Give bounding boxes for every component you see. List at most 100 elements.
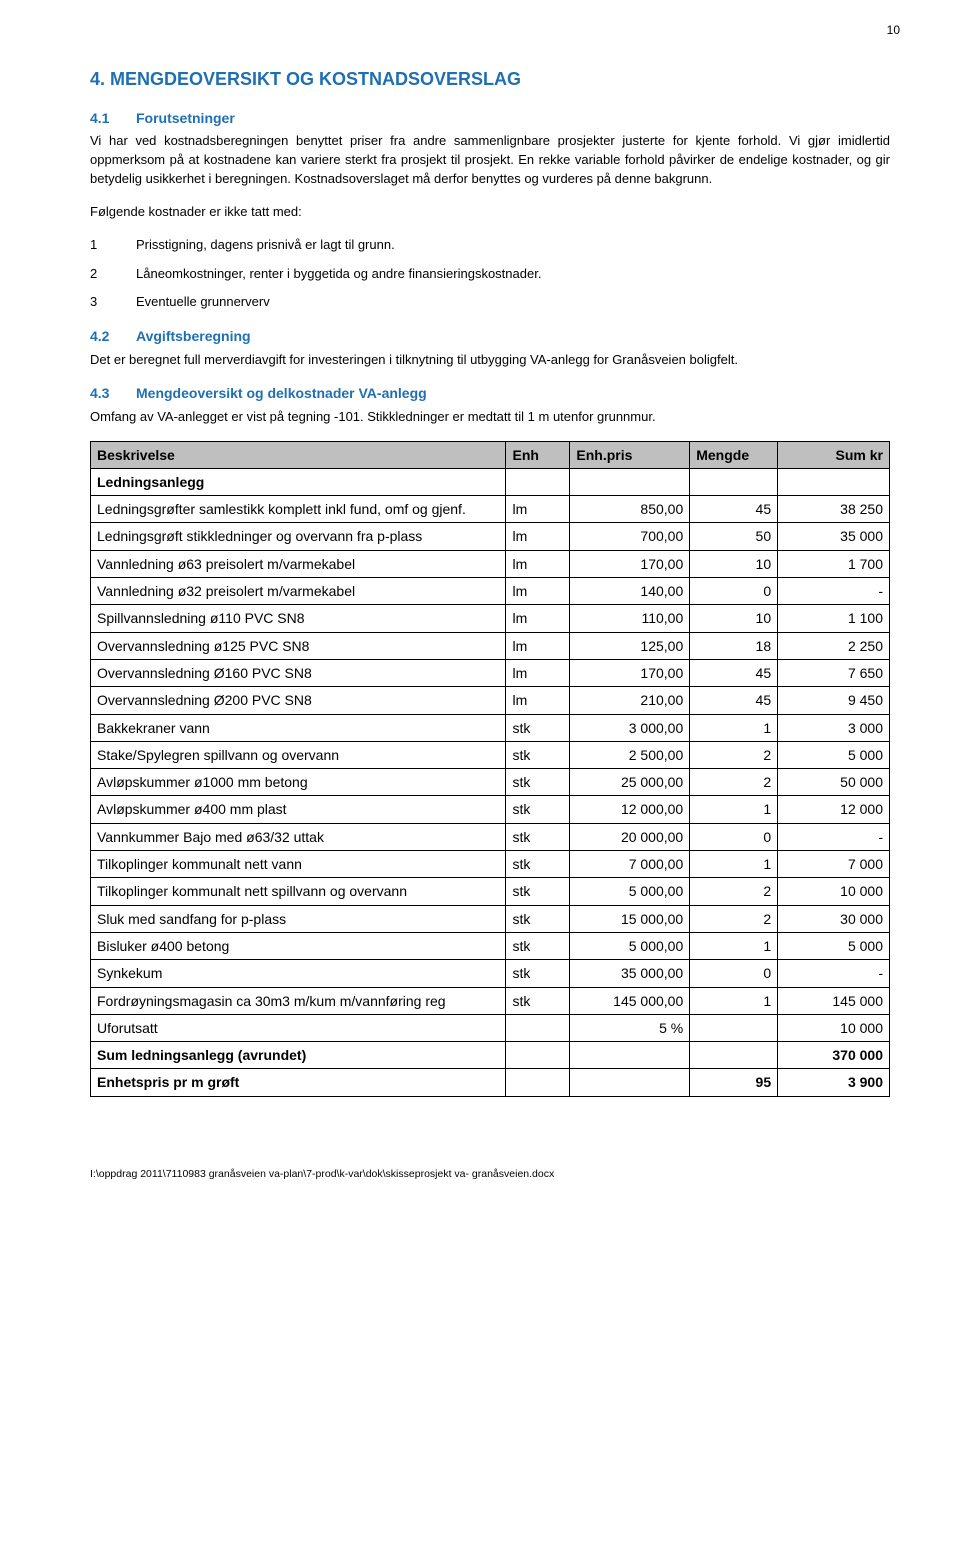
cell-sum: - — [778, 823, 890, 850]
cell-sum: 1 100 — [778, 605, 890, 632]
cell-sum: 38 250 — [778, 496, 890, 523]
table-row: Tilkoplinger kommunalt nett spillvann og… — [91, 878, 890, 905]
table-section-row: Ledningsanlegg — [91, 468, 890, 495]
paragraph: Vi har ved kostnadsberegningen benyttet … — [90, 132, 890, 189]
cell-sum: 30 000 — [778, 905, 890, 932]
table-row: Vannledning ø63 preisolert m/varmekabell… — [91, 550, 890, 577]
table-row: Sluk med sandfang for p-plassstk15 000,0… — [91, 905, 890, 932]
cell-mengde: 2 — [690, 878, 778, 905]
list-text: Låneomkostninger, renter i byggetida og … — [136, 265, 890, 284]
cell-mengde: 45 — [690, 687, 778, 714]
cell-desc: Ledningsgrøft stikkledninger og overvann… — [91, 523, 506, 550]
cell-mengde: 45 — [690, 496, 778, 523]
table-row: Avløpskummer ø1000 mm betongstk25 000,00… — [91, 769, 890, 796]
cell-enh: lm — [506, 687, 570, 714]
cell-pris: 5 000,00 — [570, 878, 690, 905]
heading-text: Avgiftsberegning — [136, 328, 251, 344]
cell-desc: Uforutsatt — [91, 1014, 506, 1041]
list-number: 3 — [90, 293, 136, 312]
cell-sum: 9 450 — [778, 687, 890, 714]
cell-enh: lm — [506, 659, 570, 686]
cell-desc: Sum ledningsanlegg (avrundet) — [91, 1042, 506, 1069]
table-row: Overvannsledning Ø200 PVC SN8lm210,00459… — [91, 687, 890, 714]
cell-enh: lm — [506, 578, 570, 605]
cell-enh: lm — [506, 523, 570, 550]
heading-number: 4.1 — [90, 108, 136, 128]
cell-mengde: 50 — [690, 523, 778, 550]
table-row: Tilkoplinger kommunalt nett vannstk7 000… — [91, 851, 890, 878]
cell-sum: 3 000 — [778, 714, 890, 741]
cell-sum: 2 250 — [778, 632, 890, 659]
cell-enh — [506, 1042, 570, 1069]
cell-empty — [506, 468, 570, 495]
cell-pris: 110,00 — [570, 605, 690, 632]
paragraph: Det er beregnet full merverdiavgift for … — [90, 351, 890, 370]
cell-pris — [570, 1042, 690, 1069]
list-item: 2 Låneomkostninger, renter i byggetida o… — [90, 265, 890, 284]
cell-pris: 125,00 — [570, 632, 690, 659]
cell-desc: Overvannsledning Ø200 PVC SN8 — [91, 687, 506, 714]
cell-mengde: 1 — [690, 796, 778, 823]
cell-desc: Overvannsledning ø125 PVC SN8 — [91, 632, 506, 659]
cell-desc: Bisluker ø400 betong — [91, 932, 506, 959]
cell-desc: Synkekum — [91, 960, 506, 987]
cell-pris: 25 000,00 — [570, 769, 690, 796]
cell-desc: Ledningsgrøfter samlestikk komplett inkl… — [91, 496, 506, 523]
cell-enh: stk — [506, 741, 570, 768]
cell-pris: 5 % — [570, 1014, 690, 1041]
table-row: Avløpskummer ø400 mm plaststk12 000,0011… — [91, 796, 890, 823]
cell-sum: 3 900 — [778, 1069, 890, 1096]
cell-enh: lm — [506, 605, 570, 632]
cell-sum: 145 000 — [778, 987, 890, 1014]
cell-enh: lm — [506, 632, 570, 659]
table-row: Spillvannsledning ø110 PVC SN8lm110,0010… — [91, 605, 890, 632]
list-number: 2 — [90, 265, 136, 284]
table-row: Uforutsatt5 %10 000 — [91, 1014, 890, 1041]
table-row: Fordrøyningsmagasin ca 30m3 m/kum m/vann… — [91, 987, 890, 1014]
cell-desc: Vannledning ø32 preisolert m/varmekabel — [91, 578, 506, 605]
cell-pris — [570, 1069, 690, 1096]
cell-mengde — [690, 1014, 778, 1041]
cell-pris: 145 000,00 — [570, 987, 690, 1014]
cell-mengde: 10 — [690, 550, 778, 577]
footer-path: I:\oppdrag 2011\7110983 granåsveien va-p… — [90, 1167, 890, 1182]
cell-mengde: 1 — [690, 932, 778, 959]
heading-4-2: 4.2Avgiftsberegning — [90, 326, 890, 346]
cell-desc: Fordrøyningsmagasin ca 30m3 m/kum m/vann… — [91, 987, 506, 1014]
cell-mengde: 95 — [690, 1069, 778, 1096]
cell-mengde: 2 — [690, 769, 778, 796]
table-row: Vannledning ø32 preisolert m/varmekabell… — [91, 578, 890, 605]
cell-enh: stk — [506, 769, 570, 796]
cell-mengde: 2 — [690, 741, 778, 768]
cell-enh — [506, 1014, 570, 1041]
cell-pris: 5 000,00 — [570, 932, 690, 959]
cell-desc: Stake/Spylegren spillvann og overvann — [91, 741, 506, 768]
col-beskrivelse: Beskrivelse — [91, 441, 506, 468]
heading-4-1: 4.1Forutsetninger — [90, 108, 890, 128]
cell-pris: 210,00 — [570, 687, 690, 714]
table-row: Synkekumstk35 000,000- — [91, 960, 890, 987]
col-enhpris: Enh.pris — [570, 441, 690, 468]
cell-mengde: 18 — [690, 632, 778, 659]
cell-pris: 3 000,00 — [570, 714, 690, 741]
cell-pris: 850,00 — [570, 496, 690, 523]
cell-desc: Avløpskummer ø400 mm plast — [91, 796, 506, 823]
cell-pris: 140,00 — [570, 578, 690, 605]
heading-number: 4.2 — [90, 326, 136, 346]
table-row: Ledningsgrøfter samlestikk komplett inkl… — [91, 496, 890, 523]
cell-sum: 1 700 — [778, 550, 890, 577]
page-number: 10 — [887, 22, 900, 39]
list-item: 3 Eventuelle grunnerverv — [90, 293, 890, 312]
cell-sum: 10 000 — [778, 878, 890, 905]
col-mengde: Mengde — [690, 441, 778, 468]
cell-mengde: 0 — [690, 823, 778, 850]
numbered-list: 1 Prisstigning, dagens prisnivå er lagt … — [90, 236, 890, 313]
table-header-row: Beskrivelse Enh Enh.pris Mengde Sum kr — [91, 441, 890, 468]
heading-text: Mengdeoversikt og delkostnader VA-anlegg — [136, 385, 427, 401]
cell-empty — [690, 468, 778, 495]
cell-mengde: 1 — [690, 987, 778, 1014]
cell-mengde: 0 — [690, 960, 778, 987]
cell-mengde — [690, 1042, 778, 1069]
section-label: Ledningsanlegg — [91, 468, 506, 495]
cell-enh — [506, 1069, 570, 1096]
